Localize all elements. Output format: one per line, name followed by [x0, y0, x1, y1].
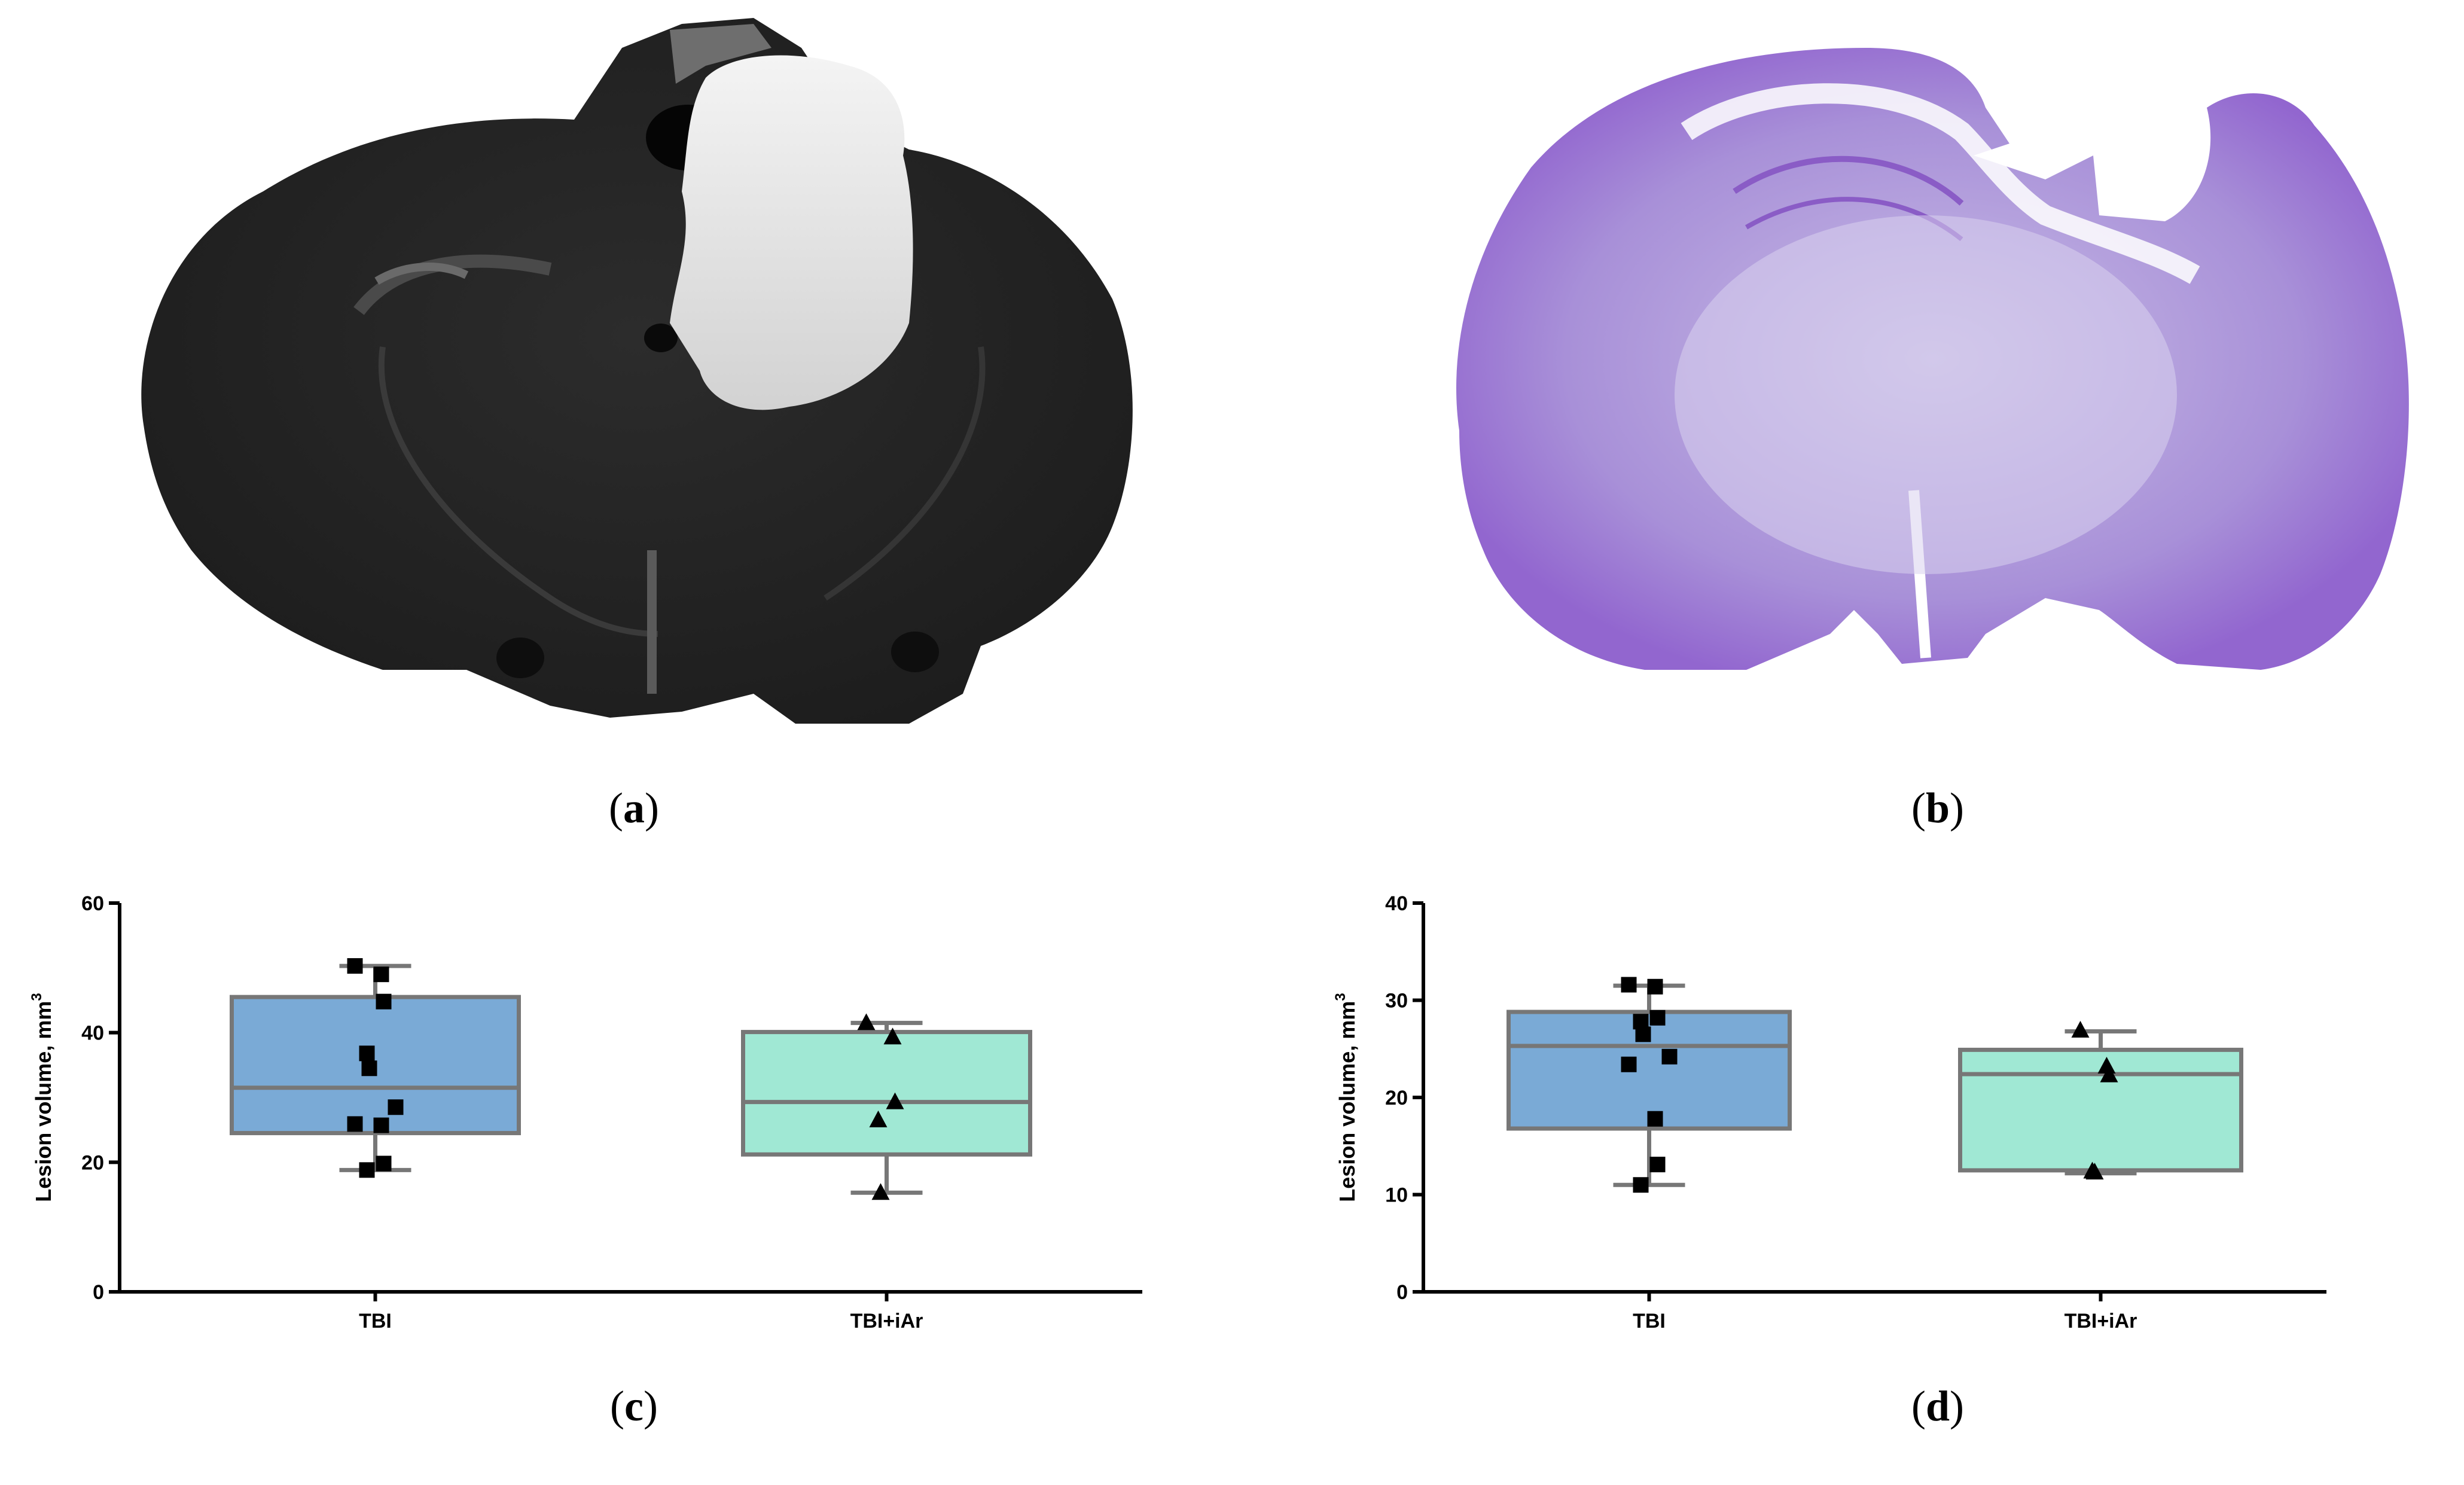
x-tick-label: TBI [1633, 1310, 1666, 1328]
data-point [1621, 1056, 1637, 1072]
x-tick-label: TBI [359, 1310, 392, 1328]
histology-brain-image [1456, 48, 2409, 670]
data-point [1647, 1111, 1663, 1127]
y-tick-label: 10 [1385, 1184, 1408, 1207]
chart-c-lesion-volume-mri: 0 20 40 60 Lesion volume, mm3 TBI TBI+iAr [29, 892, 1142, 1328]
data-point [2085, 1163, 2104, 1180]
data-point [359, 1045, 375, 1062]
y-axis-label-superscript: 3 [1332, 993, 1349, 1001]
data-point [2100, 1065, 2118, 1083]
y-tick-label: 40 [81, 1022, 104, 1045]
data-point [376, 993, 392, 1010]
caption-c: (c) [610, 1382, 658, 1430]
y-tick-label: 30 [1385, 990, 1408, 1013]
y-tick-label: 20 [81, 1151, 104, 1174]
data-point [869, 1110, 888, 1127]
data-point [1649, 1157, 1666, 1173]
data-point [1649, 1010, 1666, 1026]
y-axis-label-superscript: 3 [29, 993, 45, 1001]
data-point [347, 1116, 363, 1132]
data-point [871, 1183, 890, 1200]
data-point [1633, 1177, 1649, 1193]
box-tbi-iar [741, 1030, 1032, 1157]
data-point [883, 1027, 902, 1045]
data-point [388, 1099, 404, 1115]
data-point [1635, 1026, 1651, 1042]
caption-a: (a) [609, 784, 659, 832]
box-tbi-iar [1958, 1047, 2243, 1173]
data-point [361, 1060, 377, 1077]
data-point [2071, 1020, 2090, 1038]
y-tick-label: 60 [81, 892, 104, 915]
data-point [1647, 978, 1663, 995]
x-tick-label: TBI+iAr [850, 1310, 923, 1328]
x-tick-label: TBI+iAr [2064, 1310, 2137, 1328]
y-tick-label: 20 [1385, 1087, 1408, 1109]
chart-d-lesion-volume-histology: 0 10 20 30 40 Lesion volume, mm3 TBI TBI+iAr [1332, 892, 2326, 1328]
caption-d: (d) [1911, 1382, 1964, 1430]
data-point [1661, 1048, 1678, 1065]
data-point [359, 1162, 375, 1178]
data-point [347, 958, 363, 974]
y-tick-label: 0 [93, 1281, 104, 1304]
y-axis-label: Lesion volume, mm3 [1332, 993, 1359, 1202]
y-tick-label: 0 [1396, 1281, 1408, 1304]
data-point [373, 966, 389, 983]
caption-b: (b) [1911, 784, 1964, 832]
y-tick-label: 40 [1385, 892, 1408, 915]
data-point [2097, 1057, 2116, 1074]
y-axis-label: Lesion volume, mm3 [29, 993, 56, 1202]
data-point [886, 1092, 904, 1109]
data-point [376, 1155, 392, 1172]
data-point [373, 1117, 389, 1133]
data-point [1621, 977, 1637, 993]
mri-brain-image [141, 18, 1133, 724]
data-point [857, 1013, 876, 1030]
